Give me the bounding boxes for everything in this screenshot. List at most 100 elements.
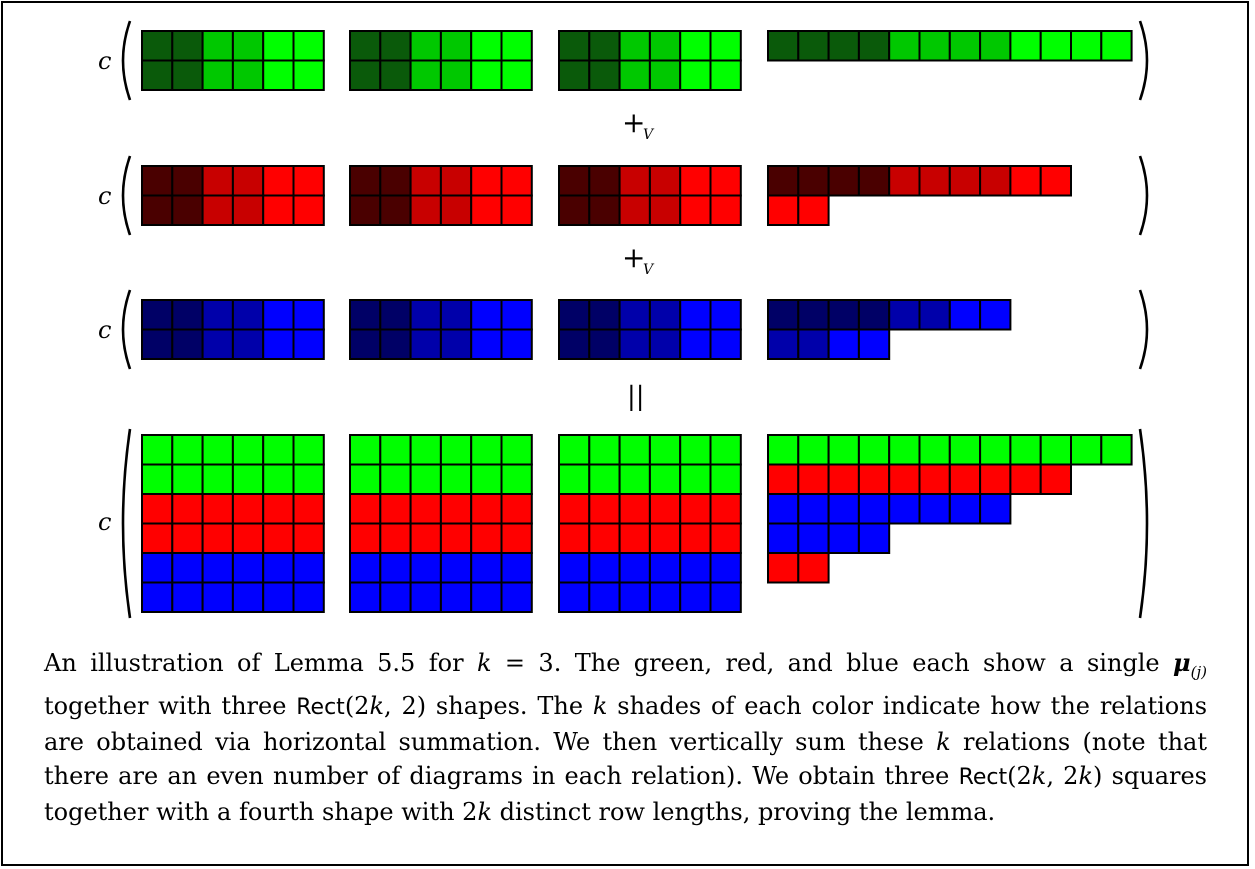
blue-shape-cell [797, 299, 830, 331]
blue-shape-cell [767, 328, 800, 360]
result-rect-2-cell [470, 493, 503, 525]
result-rect-2-cell [409, 581, 442, 613]
red-rect-2-cell [439, 194, 473, 226]
blue-rect-2-cell [349, 328, 382, 360]
result-shape-cell [948, 434, 982, 466]
result-rect-1-cell [292, 581, 325, 613]
green-rect-2-cell [379, 59, 412, 91]
red-rect-2-cell [470, 165, 503, 197]
red-rect-1-cell [171, 165, 204, 197]
green-rect-3-cell [618, 30, 651, 62]
result-rect-2-cell [439, 552, 473, 584]
blue-shape-cell [827, 299, 860, 331]
result-rect-2-cell [379, 522, 412, 554]
green-rect-2-cell [379, 30, 412, 62]
result-rect-3-cell [648, 493, 682, 525]
result-shape-cell [827, 434, 860, 466]
result-shape-cell [767, 434, 800, 466]
result-rect-3-cell [648, 581, 682, 613]
green-rect-2-cell [470, 30, 503, 62]
result-rect-2-cell [409, 552, 442, 584]
result-rect-3-cell [558, 581, 591, 613]
blue-rect-3-cell [648, 328, 682, 360]
result-rect-2-cell [439, 522, 473, 554]
caption-line-1: An illustration of Lemma 5.5 for k = 3. … [44, 648, 1207, 681]
green-shape-cell [979, 30, 1012, 62]
result-rect-1-cell [201, 434, 234, 466]
red-shape-cell [1039, 165, 1072, 197]
green-rect-3-cell [648, 59, 682, 91]
green-rect-1-cell [231, 59, 265, 91]
green-rect-2-cell [439, 59, 473, 91]
blue-rect-1-cell [262, 299, 295, 331]
blue-rect-2-cell [470, 328, 503, 360]
result-rect-1-cell [171, 581, 204, 613]
right-paren-red [1138, 155, 1149, 236]
blue-rect-2-cell [409, 328, 442, 360]
green-rect-1-cell [231, 30, 265, 62]
result-rect-1-cell [231, 463, 265, 495]
red-rect-3-cell [648, 194, 682, 226]
blue-rect-1-cell [262, 328, 295, 360]
result-rect-1-cell [171, 463, 204, 495]
result-shape-cell [797, 493, 830, 525]
green-rect-3-cell [618, 59, 651, 91]
blue-shape-cell [948, 299, 982, 331]
red-shape-cell [767, 165, 800, 197]
result-rect-1-cell [141, 463, 174, 495]
result-rect-1-cell [141, 552, 174, 584]
result-rect-1-cell [262, 522, 295, 554]
result-rect-1-cell [262, 463, 295, 495]
result-rect-1-cell [292, 552, 325, 584]
result-rect-1-cell [262, 434, 295, 466]
blue-rect-3-cell [679, 328, 712, 360]
blue-rect-2-cell [439, 328, 473, 360]
green-rect-1-cell [262, 30, 295, 62]
red-shape-cell [797, 194, 830, 226]
result-rect-2-cell [470, 552, 503, 584]
red-rect-3-cell [588, 194, 621, 226]
result-shape-cell [797, 434, 830, 466]
result-rect-1-cell [201, 493, 234, 525]
result-shape-cell [918, 493, 951, 525]
blue-rect-1-cell [201, 299, 234, 331]
blue-rect-3-cell [618, 328, 651, 360]
red-shape-cell [1009, 165, 1042, 197]
result-rect-1-cell [231, 552, 265, 584]
red-shape-cell [948, 165, 982, 197]
result-rect-3-cell [709, 581, 742, 613]
blue-rect-3-cell [679, 299, 712, 331]
red-rect-1-cell [292, 165, 325, 197]
result-rect-3-cell [709, 463, 742, 495]
green-rect-2-cell [349, 59, 382, 91]
red-rect-3-cell [558, 165, 591, 197]
blue-rect-2-cell [409, 299, 442, 331]
result-rect-2-cell [379, 493, 412, 525]
blue-rect-2-cell [439, 299, 473, 331]
result-rect-3-cell [588, 581, 621, 613]
green-rect-2-cell [500, 30, 533, 62]
result-rect-1-cell [171, 522, 204, 554]
result-rect-3-cell [618, 493, 651, 525]
result-rect-3-cell [679, 463, 712, 495]
bracket-layer [121, 20, 1149, 619]
left-paren-blue [121, 289, 132, 370]
green-rect-1-cell [171, 30, 204, 62]
red-rect-1-cell [231, 194, 265, 226]
green-rect-2-cell [409, 30, 442, 62]
result-rect-1-cell [171, 552, 204, 584]
result-rect-2-cell [379, 581, 412, 613]
result-shape-cell [827, 522, 860, 554]
result-rect-2-cell [379, 463, 412, 495]
green-rect-1-cell [141, 30, 174, 62]
right-paren-blue [1138, 289, 1149, 370]
red-shape-cell [797, 165, 830, 197]
caption-line-2: together with three Rect(2k, 2) shapes. … [44, 691, 1208, 720]
result-rect-1-cell [231, 522, 265, 554]
green-rect-3-cell [558, 59, 591, 91]
green-rect-2-cell [409, 59, 442, 91]
red-rect-2-cell [349, 165, 382, 197]
red-rect-1-cell [201, 165, 234, 197]
green-rect-3-cell [588, 30, 621, 62]
green-rect-3-cell [648, 30, 682, 62]
